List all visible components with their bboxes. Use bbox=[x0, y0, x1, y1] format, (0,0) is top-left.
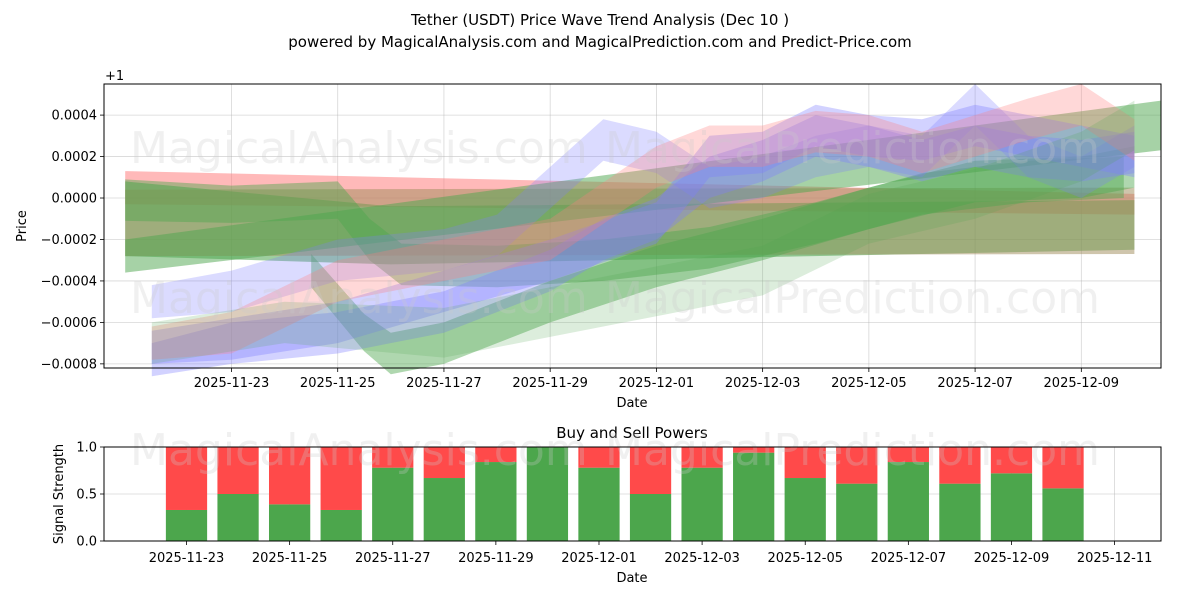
signal-y-tick-label: 0.5 bbox=[76, 488, 97, 503]
price-x-tick-label: 2025-12-07 bbox=[937, 376, 1013, 391]
chart-title-line2: powered by MagicalAnalysis.com and Magic… bbox=[288, 33, 912, 51]
buy-power-bar bbox=[526, 447, 569, 541]
sell-power-bar bbox=[423, 447, 465, 479]
price-x-tick-label: 2025-11-23 bbox=[194, 376, 270, 391]
signal-x-tick-label: 2025-11-25 bbox=[252, 551, 328, 566]
purple-wave-band bbox=[151, 104, 1135, 364]
green-trend-band bbox=[125, 100, 1162, 273]
price-y-tick-label: −0.0006 bbox=[41, 316, 97, 331]
green-dip-band bbox=[125, 156, 1124, 288]
price-chart-frame bbox=[103, 83, 1162, 369]
price-x-tick-label: 2025-12-09 bbox=[1044, 376, 1120, 391]
sell-power-bar bbox=[165, 447, 208, 510]
blue-wave-band-1 bbox=[151, 115, 1135, 377]
signal-y-axis-label: Signal Strength bbox=[52, 444, 67, 544]
signal-chart: Buy and Sell Powers MagicalAnalysis.com … bbox=[52, 424, 1162, 586]
sell-power-bar bbox=[372, 447, 414, 468]
signal-x-tick-label: 2025-12-05 bbox=[767, 551, 843, 566]
sell-power-bar bbox=[939, 447, 981, 484]
buy-power-bar bbox=[836, 483, 878, 541]
price-x-tick-label: 2025-11-29 bbox=[512, 376, 588, 391]
price-chart: MagicalAnalysis.com MagicalPrediction.co… bbox=[15, 69, 1162, 411]
buy-power-bar bbox=[1042, 488, 1084, 541]
buy-power-bar bbox=[165, 509, 208, 541]
price-x-tick-label: 2025-11-27 bbox=[406, 376, 482, 391]
signal-y-tick-label: 1.0 bbox=[76, 441, 97, 456]
chart-title-line1: Tether (USDT) Price Wave Trend Analysis … bbox=[410, 11, 789, 29]
price-chart-x-ticks: 2025-11-23 2025-11-25 2025-11-27 2025-11-29… bbox=[194, 368, 1119, 391]
buy-power-bar bbox=[268, 504, 311, 541]
signal-x-tick-label: 2025-11-23 bbox=[149, 551, 225, 566]
buy-power-bar bbox=[887, 462, 929, 541]
buy-power-bar bbox=[423, 478, 465, 541]
sell-power-bar bbox=[629, 447, 672, 494]
watermark: MagicalPrediction.com bbox=[605, 273, 1100, 324]
sell-power-bar bbox=[990, 447, 1033, 474]
buy-power-bar bbox=[681, 467, 723, 541]
sell-power-bar bbox=[217, 447, 259, 494]
signal-y-tick-label: 0.0 bbox=[76, 535, 97, 550]
price-y-tick-label: 0.0000 bbox=[52, 192, 98, 207]
sell-power-bar bbox=[1042, 447, 1084, 489]
signal-x-tick-label: 2025-12-07 bbox=[871, 551, 947, 566]
signal-chart-y-ticks: 0.0 0.5 1.0 bbox=[76, 441, 104, 550]
sell-power-bar bbox=[475, 447, 517, 463]
buy-power-bar bbox=[578, 467, 620, 541]
blue-wave-band-2 bbox=[151, 84, 1135, 319]
buy-power-bar bbox=[320, 509, 362, 541]
watermark: MagicalPrediction.com bbox=[605, 123, 1100, 174]
price-x-tick-label: 2025-12-01 bbox=[619, 376, 695, 391]
buy-power-bar bbox=[784, 478, 826, 541]
red-wave-band bbox=[151, 84, 1135, 360]
watermark: MagicalPrediction.com bbox=[605, 425, 1100, 476]
signal-x-axis-label: Date bbox=[616, 571, 647, 586]
price-y-tick-label: 0.0002 bbox=[52, 150, 98, 165]
buy-power-bar bbox=[475, 462, 517, 541]
sell-power-bar bbox=[836, 447, 878, 484]
price-chart-y-ticks: −0.0008 −0.0006 −0.0004 −0.0002 0.0000 0.0002… bbox=[41, 109, 104, 372]
watermark: MagicalAnalysis.com bbox=[130, 123, 588, 174]
price-y-tick-label: −0.0008 bbox=[41, 357, 97, 372]
price-y-axis-label: Price bbox=[15, 210, 30, 242]
buy-power-bar bbox=[372, 467, 414, 541]
signal-x-tick-label: 2025-11-29 bbox=[458, 551, 534, 566]
signal-x-tick-label: 2025-12-11 bbox=[1077, 551, 1153, 566]
signal-x-tick-label: 2025-12-09 bbox=[974, 551, 1050, 566]
buy-power-bar bbox=[990, 473, 1033, 541]
sell-power-bar bbox=[578, 447, 620, 468]
signal-x-tick-label: 2025-12-03 bbox=[664, 551, 740, 566]
buy-power-bar bbox=[629, 494, 672, 541]
price-x-tick-label: 2025-11-25 bbox=[300, 376, 376, 391]
green-light-band bbox=[151, 100, 1135, 364]
sell-power-bar bbox=[784, 447, 826, 479]
signal-chart-title: Buy and Sell Powers bbox=[556, 424, 708, 442]
watermark: MagicalAnalysis.com bbox=[130, 273, 588, 324]
price-x-tick-label: 2025-12-05 bbox=[831, 376, 907, 391]
sell-power-bar bbox=[681, 447, 723, 468]
price-y-tick-label: −0.0004 bbox=[41, 274, 97, 289]
buy-power-bar bbox=[217, 494, 259, 541]
price-y-tick-label: 0.0004 bbox=[52, 109, 98, 124]
sell-power-bar bbox=[733, 447, 775, 453]
sell-power-bar bbox=[320, 447, 362, 510]
sell-power-bar bbox=[268, 447, 311, 505]
price-x-axis-label: Date bbox=[616, 396, 647, 411]
price-offset-label: +1 bbox=[105, 69, 124, 84]
sell-power-bar bbox=[887, 447, 929, 463]
watermark: MagicalAnalysis.com bbox=[130, 425, 588, 476]
price-chart-bands bbox=[125, 84, 1162, 377]
green-wave-band bbox=[311, 146, 1135, 375]
buy-power-bar bbox=[733, 452, 775, 541]
signal-chart-x-ticks: 2025-11-23 2025-11-25 2025-11-27 2025-11-29… bbox=[149, 541, 1153, 566]
signal-x-tick-label: 2025-11-27 bbox=[355, 551, 431, 566]
signal-chart-bars bbox=[165, 447, 1084, 541]
buy-power-bar bbox=[939, 483, 981, 541]
price-y-tick-label: −0.0002 bbox=[41, 233, 97, 248]
signal-x-tick-label: 2025-12-01 bbox=[561, 551, 637, 566]
price-x-tick-label: 2025-12-03 bbox=[725, 376, 801, 391]
